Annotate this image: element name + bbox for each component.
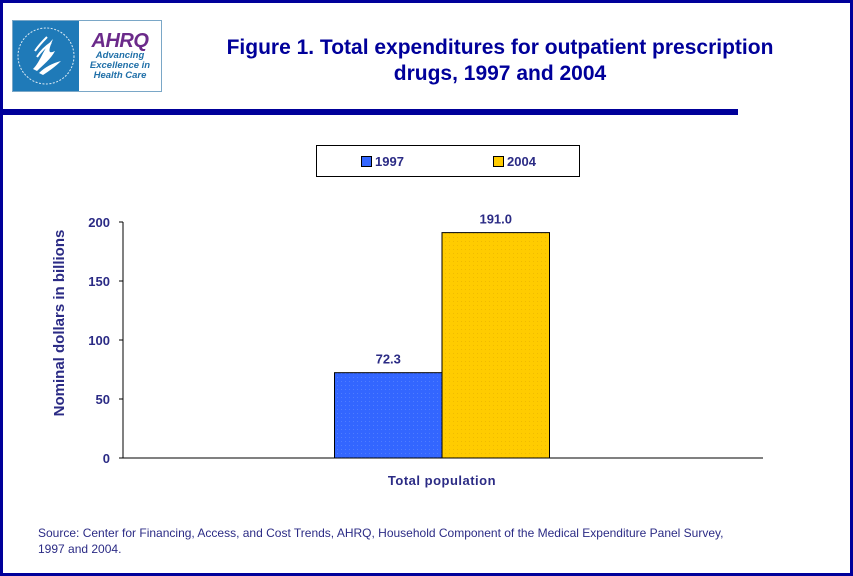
logo-tagline-1: Advancing xyxy=(95,50,145,61)
chart-title-line-1: Figure 1. Total expenditures for outpati… xyxy=(226,36,774,59)
logo-tagline-3: Health Care xyxy=(93,70,147,81)
bar-2004 xyxy=(441,232,550,459)
chart-title-line-2: drugs, 1997 and 2004 xyxy=(393,62,607,85)
legend-item-1997: 1997 xyxy=(361,154,404,169)
legend-swatch-1997 xyxy=(361,156,372,167)
source-line-2: 1997 and 2004. xyxy=(38,542,122,556)
y-tick-label: 200 xyxy=(88,215,110,230)
legend-label-2004: 2004 xyxy=(507,154,536,169)
ahrq-wordmark: AHRQ xyxy=(91,30,149,52)
legend-swatch-2004 xyxy=(493,156,504,167)
source-line-1: Source: Center for Financing, Access, an… xyxy=(38,526,724,540)
chart-legend: 1997 2004 xyxy=(316,145,580,177)
bar-1997 xyxy=(334,372,443,459)
ahrq-logo: AHRQ Advancing Excellence in Health Care xyxy=(12,20,162,92)
legend-item-2004: 2004 xyxy=(493,154,536,169)
y-tick-label: 100 xyxy=(88,333,110,348)
bar-value-label-2004: 191.0 xyxy=(479,212,512,227)
y-tick-label: 0 xyxy=(103,451,110,466)
chart-title: Figure 1. Total expenditures for outpati… xyxy=(180,35,820,87)
y-axis-label: Nominal dollars in billions xyxy=(51,230,68,417)
y-tick-label: 50 xyxy=(96,392,110,407)
hhs-seal-icon xyxy=(13,21,79,91)
title-divider xyxy=(0,109,738,115)
bar-value-label-1997: 72.3 xyxy=(376,352,401,367)
source-note: Source: Center for Financing, Access, an… xyxy=(38,525,818,557)
legend-label-1997: 1997 xyxy=(375,154,404,169)
x-category-label: Total population xyxy=(388,473,496,488)
y-tick-label: 150 xyxy=(88,274,110,289)
logo-tagline-2: Excellence in xyxy=(89,60,151,71)
